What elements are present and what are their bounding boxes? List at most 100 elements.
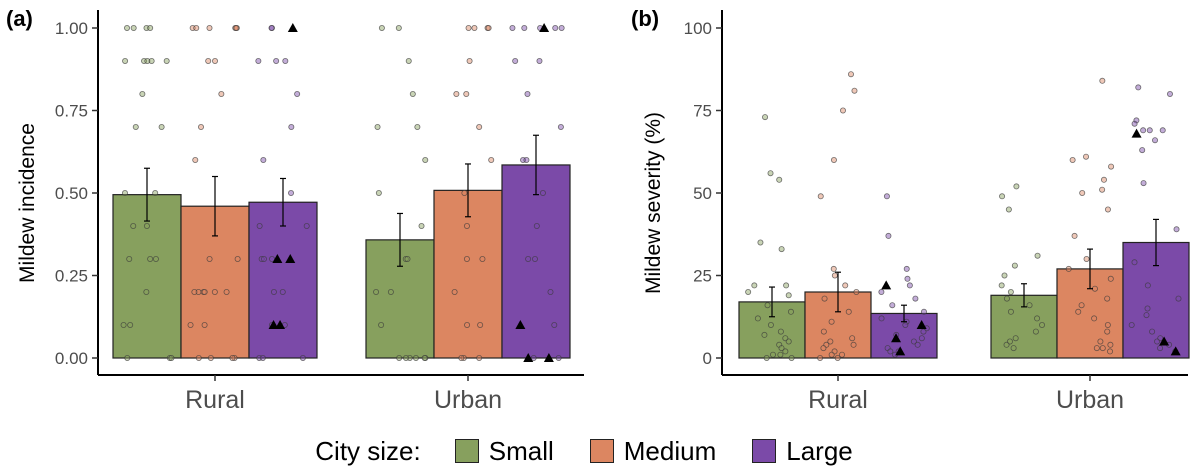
data-point	[883, 193, 890, 200]
data-point	[453, 91, 460, 98]
data-point	[751, 282, 758, 289]
data-point	[830, 156, 837, 163]
data-point	[512, 58, 519, 65]
y-tick-label: 0.25	[55, 267, 88, 286]
data-point	[124, 24, 131, 31]
data-point	[1012, 335, 1019, 342]
data-point	[395, 24, 402, 31]
data-point	[1034, 315, 1041, 322]
triangle-point	[285, 254, 296, 263]
data-point	[1104, 295, 1111, 302]
data-point	[143, 222, 150, 229]
data-point	[404, 255, 411, 262]
triangle-point	[1170, 346, 1181, 356]
data-point	[288, 124, 295, 131]
data-point	[1152, 137, 1159, 144]
data-point	[1128, 321, 1135, 328]
data-point	[198, 124, 205, 131]
data-point	[757, 239, 764, 246]
data-point	[1104, 328, 1111, 335]
data-point	[451, 288, 458, 295]
x-tick-label: Rural	[185, 386, 245, 414]
data-point	[1039, 321, 1046, 328]
triangle-point	[1131, 128, 1142, 138]
data-point	[201, 288, 208, 295]
data-point	[124, 354, 131, 361]
data-point	[547, 288, 554, 295]
data-point	[920, 328, 927, 335]
data-point	[373, 288, 380, 295]
data-point	[904, 275, 911, 282]
data-point	[378, 321, 385, 328]
triangle-point	[268, 320, 279, 329]
data-point	[1175, 295, 1182, 302]
data-point	[130, 24, 137, 31]
data-point	[1140, 180, 1147, 187]
data-point	[885, 232, 892, 239]
data-point	[754, 315, 761, 322]
data-point	[920, 308, 927, 315]
panel-a: (a) 0.00 0.25 0.50 0.75 1.00 Mildew incidence R…	[6, 6, 584, 414]
data-point	[1007, 308, 1014, 315]
data-point	[130, 222, 137, 229]
data-point	[551, 321, 558, 328]
triangle-point	[523, 353, 534, 362]
data-point	[488, 156, 495, 163]
data-point	[761, 331, 768, 338]
data-point	[1091, 315, 1098, 322]
data-point	[144, 58, 151, 65]
data-point	[1011, 262, 1018, 269]
data-point	[256, 222, 263, 229]
data-point	[402, 255, 409, 262]
data-point	[303, 222, 310, 229]
legend-item-small: Small	[454, 435, 554, 467]
data-point	[1140, 127, 1147, 134]
data-point	[476, 124, 483, 131]
data-point	[1144, 282, 1151, 289]
panel-label: (a)	[6, 6, 33, 31]
legend-key-medium	[589, 439, 614, 463]
data-point	[461, 189, 468, 196]
data-point	[820, 345, 827, 352]
data-point	[378, 24, 385, 31]
data-point	[914, 341, 921, 348]
data-point	[206, 255, 213, 262]
data-point	[168, 354, 175, 361]
data-point	[1173, 226, 1180, 233]
data-point	[906, 282, 913, 289]
data-point	[785, 338, 792, 345]
legend-label-small: Small	[488, 435, 554, 466]
data-point	[769, 351, 776, 358]
y-axis-title: Mildew severity (%)	[642, 112, 665, 294]
data-point	[842, 282, 849, 289]
data-point	[191, 288, 198, 295]
data-point	[1099, 77, 1106, 84]
data-point	[849, 335, 856, 342]
data-point	[147, 24, 154, 31]
data-point	[918, 335, 925, 342]
data-point	[555, 354, 562, 361]
data-point	[1069, 156, 1076, 163]
data-point	[817, 193, 824, 200]
y-tick-label: 0.00	[55, 349, 88, 368]
data-point	[1143, 312, 1150, 319]
triangle-point	[916, 320, 927, 329]
data-point	[525, 255, 532, 262]
data-point	[268, 24, 275, 31]
data-point	[778, 345, 785, 352]
data-point	[1071, 232, 1078, 239]
data-point	[557, 124, 564, 131]
data-point	[782, 348, 789, 355]
data-point	[466, 58, 473, 65]
data-point	[212, 58, 219, 65]
triangle-point	[1159, 336, 1170, 346]
data-point	[999, 193, 1006, 200]
data-point	[206, 24, 213, 31]
data-point	[524, 91, 531, 98]
data-point	[783, 282, 790, 289]
y-tick-label: 75	[693, 102, 712, 121]
data-point	[464, 321, 471, 328]
data-point	[558, 24, 565, 31]
y-tick-label: 1.00	[55, 19, 88, 38]
panel-label: (b)	[631, 6, 659, 31]
